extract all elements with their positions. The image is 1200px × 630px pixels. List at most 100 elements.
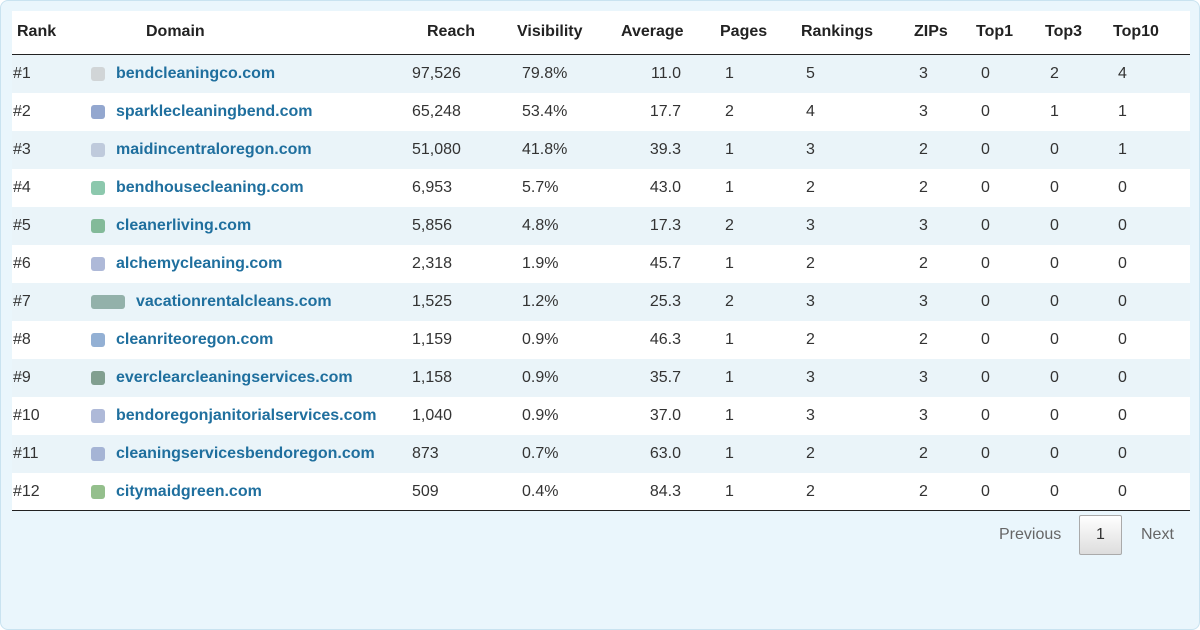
table-row: #9 everclearcleaningservices.com 1,158 0.9%… <box>12 359 1190 397</box>
visibility-cell: 0.9% <box>522 369 559 386</box>
reach-cell: 2,318 <box>412 255 453 272</box>
zips-cell: 2 <box>919 483 928 500</box>
page-button[interactable]: 1 <box>1079 515 1122 555</box>
rankings-cell: 2 <box>806 445 815 462</box>
top1-cell: 0 <box>981 217 990 234</box>
table-row: #6 alchemycleaning.com 2,318 1.9% 45.7 1 2 2 0 0 0 <box>12 245 1190 283</box>
rank-cell: #7 <box>13 293 31 310</box>
average-cell: 37.0 <box>649 407 681 424</box>
table-row: #11 cleaningservicesbendoregon.com 873 0.7%… <box>12 435 1190 473</box>
reach-cell: 509 <box>412 483 439 500</box>
domain-link[interactable]: cleanriteoregon.com <box>116 331 274 348</box>
rank-cell: #3 <box>13 141 31 158</box>
zips-cell: 3 <box>919 369 928 386</box>
column-header[interactable]: Top1 <box>976 23 1014 40</box>
top1-cell: 0 <box>981 407 990 424</box>
zips-cell: 2 <box>919 141 928 158</box>
top10-cell: 0 <box>1118 293 1127 310</box>
column-header[interactable]: Domain <box>146 23 205 40</box>
pages-cell: 1 <box>725 369 734 386</box>
table-row: #2 sparklecleaningbend.com 65,248 53.4% 17.7… <box>12 93 1190 131</box>
average-cell: 35.7 <box>649 369 681 386</box>
domain-link[interactable]: bendhousecleaning.com <box>116 179 304 196</box>
column-header[interactable]: Average <box>621 23 684 40</box>
top10-cell: 1 <box>1118 141 1127 158</box>
top1-cell: 0 <box>981 255 990 272</box>
top10-cell: 4 <box>1118 65 1127 82</box>
average-cell: 11.0 <box>651 65 681 82</box>
table-row: #7 vacationrentalcleans.com 1,525 1.2% 25.3 2… <box>12 283 1190 321</box>
header-row: Rank Domain Reach Visibility Average Pages Ran… <box>12 11 1190 55</box>
top3-cell: 0 <box>1050 407 1059 424</box>
rankings-cell: 3 <box>806 407 815 424</box>
favicon <box>91 181 105 195</box>
domain-link[interactable]: cleaningservicesbendoregon.com <box>116 445 375 462</box>
zips-cell: 3 <box>919 293 928 310</box>
domain-link[interactable]: bendcleaningco.com <box>116 65 276 82</box>
rank-cell: #5 <box>13 217 31 234</box>
table-bottom-rule <box>12 510 1190 511</box>
column-header[interactable]: Rank <box>17 23 57 40</box>
top3-cell: 0 <box>1050 293 1059 310</box>
reach-cell: 5,856 <box>412 217 453 234</box>
rank-cell: #1 <box>13 65 31 82</box>
domain-link[interactable]: vacationrentalcleans.com <box>136 293 332 310</box>
favicon <box>91 219 105 233</box>
domain-link[interactable]: bendoregonjanitorialservices.com <box>116 407 377 424</box>
top3-cell: 0 <box>1050 217 1059 234</box>
next-button[interactable]: Next <box>1141 526 1174 543</box>
top10-cell: 0 <box>1118 331 1127 348</box>
reach-cell: 65,248 <box>412 103 461 120</box>
zips-cell: 2 <box>919 179 928 196</box>
top10-cell: 1 <box>1118 103 1127 120</box>
top3-cell: 0 <box>1050 255 1059 272</box>
rank-cell: #2 <box>13 103 31 120</box>
table-row: #1 bendcleaningco.com 97,526 79.8% 11.0 1 5 3 0 2… <box>12 55 1190 93</box>
top10-cell: 0 <box>1118 217 1127 234</box>
column-header[interactable]: Top3 <box>1045 23 1083 40</box>
top3-cell: 1 <box>1050 103 1059 120</box>
table-row: #8 cleanriteoregon.com 1,159 0.9% 46.3 1 2 2 0 0 0 <box>12 321 1190 359</box>
column-header[interactable]: Visibility <box>517 23 583 40</box>
column-header[interactable]: Top10 <box>1113 23 1159 40</box>
column-header[interactable]: Pages <box>720 23 768 40</box>
domain-link[interactable]: sparklecleaningbend.com <box>116 103 313 120</box>
top10-cell: 0 <box>1118 255 1127 272</box>
top10-cell: 0 <box>1118 445 1127 462</box>
column-header[interactable]: Reach <box>427 23 476 40</box>
top3-cell: 0 <box>1050 445 1059 462</box>
domain-link[interactable]: alchemycleaning.com <box>116 255 283 272</box>
table-row: #12 citymaidgreen.com 509 0.4% 84.3 1 2 2 0 0 0 <box>12 473 1190 511</box>
domain-link[interactable]: maidincentraloregon.com <box>116 141 312 158</box>
rankings-cell: 2 <box>806 331 815 348</box>
top1-cell: 0 <box>981 331 990 348</box>
zips-cell: 2 <box>919 331 928 348</box>
favicon <box>91 447 105 461</box>
visibility-cell: 1.9% <box>522 255 559 272</box>
domain-link[interactable]: everclearcleaningservices.com <box>116 369 353 386</box>
column-header[interactable]: Rankings <box>801 23 874 40</box>
average-cell: 17.3 <box>649 217 681 234</box>
favicon <box>91 143 105 157</box>
pages-cell: 1 <box>725 483 734 500</box>
reach-cell: 6,953 <box>412 179 453 196</box>
domain-link[interactable]: citymaidgreen.com <box>116 483 262 500</box>
rankings-cell: 2 <box>806 483 815 500</box>
domain-link[interactable]: cleanerliving.com <box>116 217 252 234</box>
previous-button[interactable]: Previous <box>999 526 1062 543</box>
column-header[interactable]: ZIPs <box>914 23 948 40</box>
top10-cell: 0 <box>1118 483 1127 500</box>
rankings-cell: 3 <box>806 217 815 234</box>
average-cell: 45.7 <box>649 255 681 272</box>
pages-cell: 1 <box>725 179 734 196</box>
rankings-cell: 5 <box>806 65 815 82</box>
rankings-cell: 3 <box>806 369 815 386</box>
top1-cell: 0 <box>981 445 990 462</box>
pages-cell: 1 <box>725 141 734 158</box>
top10-cell: 0 <box>1118 407 1127 424</box>
pages-cell: 2 <box>725 217 734 234</box>
top1-cell: 0 <box>981 65 990 82</box>
average-cell: 43.0 <box>649 179 681 196</box>
zips-cell: 3 <box>919 407 928 424</box>
